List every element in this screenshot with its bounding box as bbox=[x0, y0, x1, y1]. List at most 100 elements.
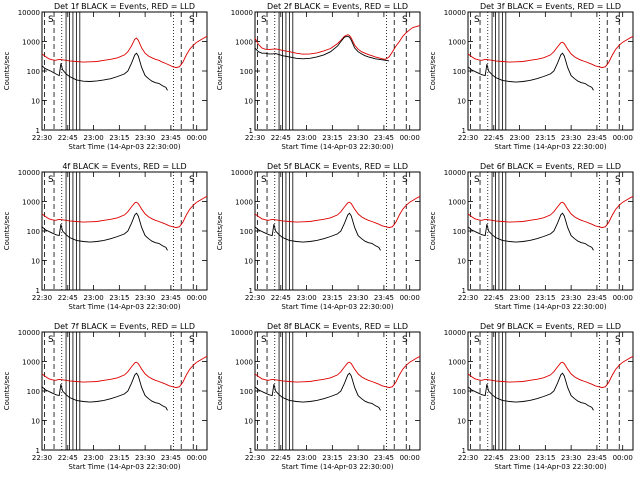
series-lld-line bbox=[467, 195, 634, 229]
y-tick-label: 1 bbox=[249, 127, 253, 135]
x-tick-label: 22:45 bbox=[271, 294, 291, 302]
y-tick-label: 1000 bbox=[448, 199, 466, 207]
x-tick-label: 23:15 bbox=[322, 294, 342, 302]
panel-title: Det 5f BLACK = Events, RED = LLD bbox=[267, 162, 408, 171]
plot-frame bbox=[254, 11, 421, 131]
y-axis-label: Counts/sec bbox=[429, 52, 437, 91]
legend-marker: S bbox=[615, 15, 621, 25]
x-axis-label: Start Time (14-Apr-03 22:30:00) bbox=[281, 463, 393, 471]
x-tick-label: 23:00 bbox=[296, 294, 316, 302]
legend-marker: S bbox=[615, 175, 621, 185]
y-tick-label: 1000 bbox=[22, 39, 40, 47]
x-axis-label: Start Time (14-Apr-03 22:30:00) bbox=[68, 463, 180, 471]
x-tick-label: 22:45 bbox=[484, 454, 504, 462]
plot-frame bbox=[254, 331, 421, 451]
y-tick-label: 100 bbox=[240, 68, 253, 76]
legend-marker: S bbox=[48, 15, 54, 25]
x-tick-label: 22:30 bbox=[458, 454, 478, 462]
panel-title: Det 9f BLACK = Events, RED = LLD bbox=[480, 322, 621, 331]
y-tick-label: 100 bbox=[240, 388, 253, 396]
plot-frame bbox=[41, 331, 208, 451]
x-axis-label: Start Time (14-Apr-03 22:30:00) bbox=[68, 143, 180, 151]
legend-marker: S bbox=[402, 175, 408, 185]
x-tick-label: 00:00 bbox=[187, 294, 207, 302]
plot-frame bbox=[254, 171, 421, 291]
x-tick-label: 22:45 bbox=[484, 134, 504, 142]
y-tick-label: 10 bbox=[31, 98, 40, 106]
x-tick-label: 23:15 bbox=[535, 134, 555, 142]
y-tick-label: 1000 bbox=[235, 39, 253, 47]
x-tick-label: 23:30 bbox=[561, 134, 581, 142]
series-events-line bbox=[254, 35, 390, 62]
legend-marker: S bbox=[615, 335, 621, 345]
legend-marker: S bbox=[189, 15, 195, 25]
series-lld-line bbox=[41, 195, 208, 229]
x-tick-label: 23:30 bbox=[135, 454, 155, 462]
y-tick-label: 1000 bbox=[22, 199, 40, 207]
panel-title: Det 2f BLACK = Events, RED = LLD bbox=[267, 2, 408, 11]
series-events-line bbox=[467, 372, 594, 411]
x-tick-label: 22:30 bbox=[245, 454, 265, 462]
y-axis-label: Counts/sec bbox=[216, 372, 224, 411]
x-tick-label: 23:15 bbox=[322, 454, 342, 462]
plot-frame bbox=[41, 171, 208, 291]
y-tick-label: 1000 bbox=[235, 359, 253, 367]
x-tick-label: 22:30 bbox=[245, 134, 265, 142]
y-tick-label: 10 bbox=[31, 258, 40, 266]
x-tick-label: 22:45 bbox=[271, 134, 291, 142]
x-tick-label: 00:00 bbox=[400, 134, 420, 142]
y-tick-label: 1 bbox=[462, 127, 466, 135]
y-tick-label: 10000 bbox=[444, 169, 466, 177]
y-tick-label: 100 bbox=[453, 388, 466, 396]
y-tick-label: 1 bbox=[249, 447, 253, 455]
series-lld-line bbox=[254, 195, 421, 229]
x-tick-label: 00:00 bbox=[613, 454, 633, 462]
y-tick-label: 1 bbox=[36, 127, 40, 135]
y-tick-label: 100 bbox=[240, 228, 253, 236]
x-tick-label: 23:00 bbox=[83, 454, 103, 462]
plot-frame bbox=[41, 11, 208, 131]
series-lld-line bbox=[41, 355, 208, 389]
x-axis-label: Start Time (14-Apr-03 22:30:00) bbox=[494, 143, 606, 151]
y-tick-label: 1000 bbox=[235, 199, 253, 207]
panel-title: Det 3f BLACK = Events, RED = LLD bbox=[480, 2, 621, 11]
x-tick-label: 23:15 bbox=[535, 454, 555, 462]
x-tick-label: 23:45 bbox=[374, 134, 394, 142]
legend-marker: S bbox=[261, 15, 267, 25]
y-axis-label: Counts/sec bbox=[216, 52, 224, 91]
y-axis-label: Counts/sec bbox=[3, 52, 11, 91]
y-tick-label: 10000 bbox=[231, 329, 253, 337]
series-lld-line bbox=[467, 355, 634, 389]
y-axis-label: Counts/sec bbox=[429, 212, 437, 251]
x-tick-label: 23:15 bbox=[109, 134, 129, 142]
panel-title: Det 6f BLACK = Events, RED = LLD bbox=[480, 162, 621, 171]
x-tick-label: 23:00 bbox=[509, 294, 529, 302]
x-tick-label: 23:00 bbox=[296, 134, 316, 142]
x-tick-label: 22:45 bbox=[271, 454, 291, 462]
legend-marker: S bbox=[402, 15, 408, 25]
y-tick-label: 100 bbox=[453, 228, 466, 236]
y-tick-label: 1 bbox=[462, 287, 466, 295]
y-tick-label: 10 bbox=[244, 98, 253, 106]
y-tick-label: 1000 bbox=[448, 359, 466, 367]
y-axis-label: Counts/sec bbox=[3, 372, 11, 411]
legend-marker: S bbox=[261, 175, 267, 185]
y-tick-label: 100 bbox=[27, 228, 40, 236]
x-tick-label: 23:45 bbox=[374, 454, 394, 462]
y-tick-label: 10 bbox=[244, 258, 253, 266]
x-tick-label: 22:45 bbox=[58, 294, 78, 302]
x-tick-label: 00:00 bbox=[400, 294, 420, 302]
panel-title: Det 8f BLACK = Events, RED = LLD bbox=[267, 322, 408, 331]
x-tick-label: 23:15 bbox=[535, 294, 555, 302]
series-events-line bbox=[41, 52, 168, 91]
series-events-line bbox=[254, 372, 381, 411]
x-tick-label: 22:30 bbox=[32, 294, 52, 302]
x-tick-label: 23:00 bbox=[83, 294, 103, 302]
x-tick-label: 23:30 bbox=[561, 454, 581, 462]
x-axis-label: Start Time (14-Apr-03 22:30:00) bbox=[494, 463, 606, 471]
